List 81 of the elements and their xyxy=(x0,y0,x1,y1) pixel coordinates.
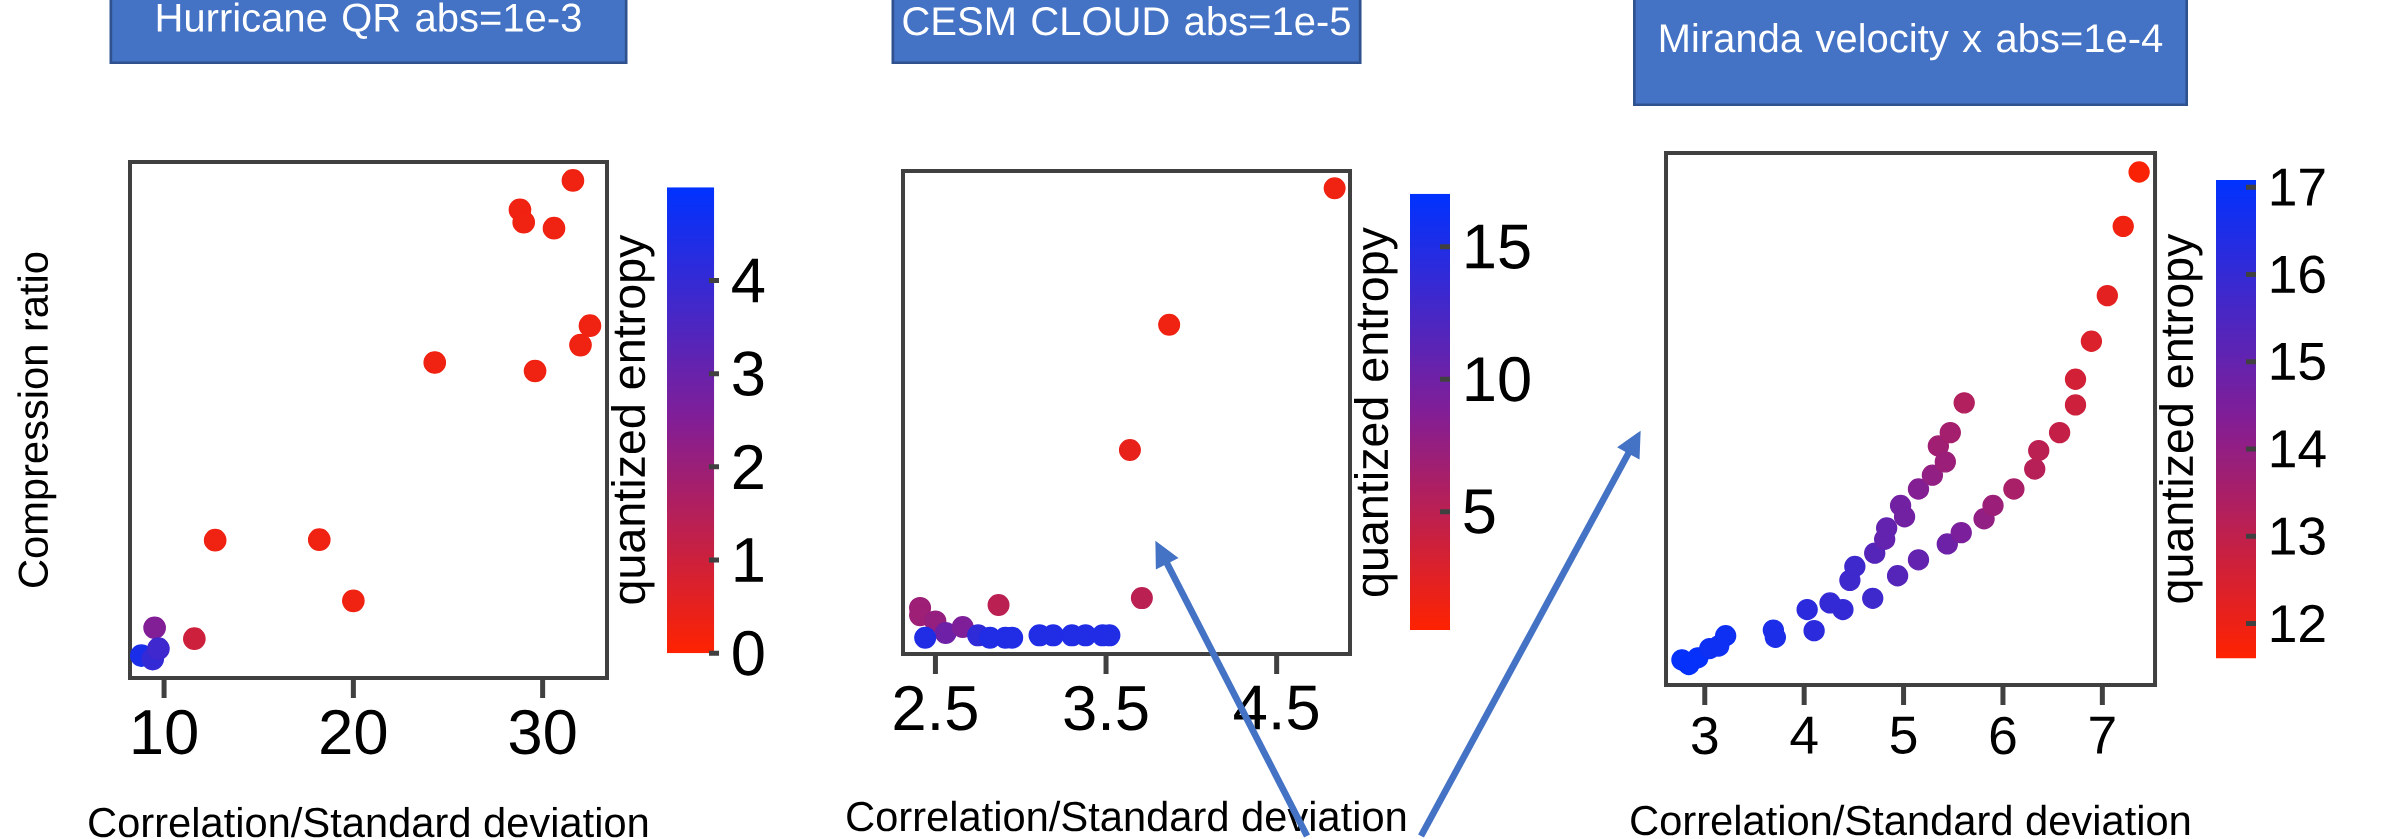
point xyxy=(1907,549,1930,571)
point xyxy=(1950,521,1972,544)
x-tick-label: 2.5 xyxy=(894,685,977,731)
x-tick-label: 4 xyxy=(1790,716,1818,754)
point xyxy=(542,216,566,240)
point xyxy=(183,627,206,651)
point xyxy=(1893,506,1916,528)
point xyxy=(203,528,227,552)
color-bar-title: quantized entropy xyxy=(1354,227,1398,597)
point xyxy=(2024,458,2046,480)
x-tick-label: 10 xyxy=(133,709,197,755)
point xyxy=(987,594,1010,617)
point xyxy=(2096,284,2118,307)
x-tick-label: 6 xyxy=(1990,716,2016,755)
color-bar-title: quantized entropy xyxy=(611,234,655,604)
point xyxy=(2003,478,2025,500)
point xyxy=(1862,587,1884,609)
color-bar-label: 0 xyxy=(733,630,764,676)
point xyxy=(934,622,957,645)
color-bar-label: 4 xyxy=(732,258,765,303)
color-bar-label: 13 xyxy=(2271,517,2325,556)
point xyxy=(512,210,536,234)
y-axis-title: Compression ratio xyxy=(17,252,57,587)
color-bar-label: 12 xyxy=(2271,604,2325,643)
point xyxy=(561,169,585,192)
x-tick-label: 3.5 xyxy=(1064,685,1148,731)
point xyxy=(1323,177,1346,200)
color-bar-title: quantized entropy xyxy=(2159,233,2203,603)
x-tick-label: 20 xyxy=(321,709,387,755)
color-bar-label: 10 xyxy=(1466,356,1530,402)
point xyxy=(1907,478,1930,500)
point xyxy=(1832,598,1854,621)
chart-title: Miranda velocity x abs=1e-4 xyxy=(1660,23,2163,61)
color-bar-label: 3 xyxy=(733,351,764,397)
point xyxy=(1118,438,1141,461)
x-axis-title: Correlation/Standard deviation xyxy=(89,806,648,838)
color-bar-label: 2 xyxy=(733,444,763,489)
point xyxy=(1982,494,2004,517)
point xyxy=(2064,394,2087,416)
color-bar-label: 14 xyxy=(2271,430,2326,468)
point xyxy=(1921,464,1944,486)
point xyxy=(1158,313,1181,336)
point xyxy=(2128,161,2150,183)
point xyxy=(1934,451,1956,473)
point xyxy=(1803,619,1825,642)
point xyxy=(1939,421,1961,444)
color-bar-label: 17 xyxy=(2271,168,2325,206)
color-bar-label: 15 xyxy=(2271,343,2325,381)
chart-title: CESM CLOUD abs=1e-5 xyxy=(903,6,1350,36)
point xyxy=(569,333,592,357)
point xyxy=(1876,517,1898,539)
x-tick-label: 30 xyxy=(509,709,576,755)
point xyxy=(2028,439,2050,462)
point xyxy=(578,314,602,338)
x-tick-label: 3 xyxy=(1691,716,1718,755)
point xyxy=(1936,533,1958,555)
point xyxy=(143,616,166,640)
x-axis-title: Correlation/Standard deviation xyxy=(1631,804,2190,836)
point xyxy=(147,637,170,660)
point xyxy=(914,626,937,649)
point xyxy=(1886,565,1909,587)
point xyxy=(342,589,365,613)
point xyxy=(2080,330,2103,352)
color-bar-label: 16 xyxy=(2271,255,2325,294)
point xyxy=(1953,392,1975,414)
point xyxy=(1130,587,1153,610)
point xyxy=(523,359,547,383)
point xyxy=(423,351,447,374)
point xyxy=(307,528,331,552)
point xyxy=(1796,598,1818,621)
chart-title: Hurricane QR abs=1e-3 xyxy=(157,2,581,39)
point xyxy=(1714,625,1737,647)
x-tick-label: 5 xyxy=(1890,716,1917,754)
color-bar-label: 15 xyxy=(1466,224,1530,269)
point xyxy=(2048,421,2071,444)
point xyxy=(1844,555,1866,578)
x-tick-label: 7 xyxy=(2090,716,2115,754)
color-bar-label: 1 xyxy=(735,538,763,582)
color-bar-label: 5 xyxy=(1464,489,1495,534)
point xyxy=(2112,215,2134,238)
point xyxy=(2064,368,2087,390)
